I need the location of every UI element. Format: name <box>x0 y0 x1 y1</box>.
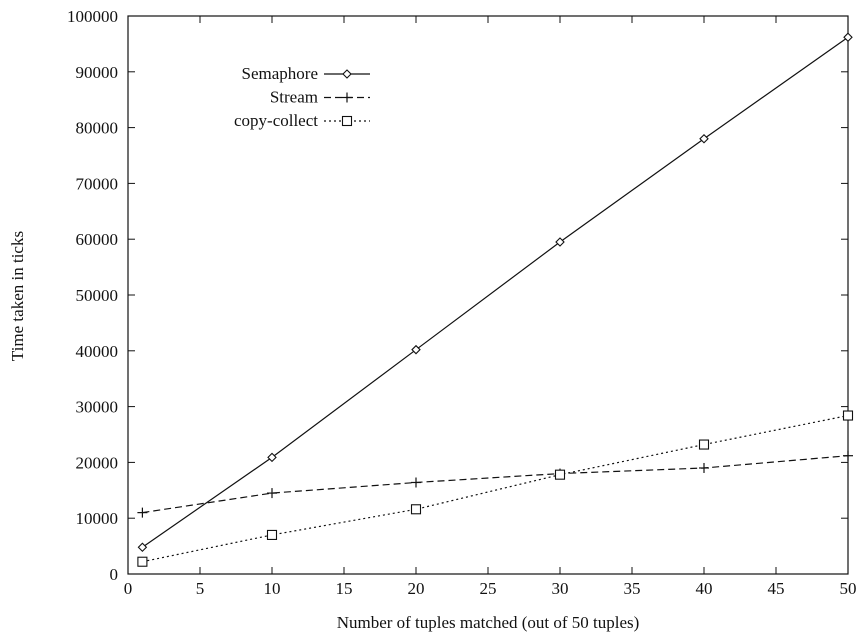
series-copy-collect <box>137 410 854 567</box>
plot-frame <box>127 15 849 575</box>
x-tick-label: 50 <box>840 579 857 598</box>
y-tick-label: 20000 <box>76 453 119 472</box>
legend-marker-semaphore <box>342 69 352 79</box>
data-point-semaphore <box>555 237 565 247</box>
data-point-semaphore <box>267 452 277 463</box>
data-point-semaphore <box>411 344 421 355</box>
data-point-copy-collect <box>137 556 148 567</box>
x-tick-label: 45 <box>768 579 785 598</box>
y-tick-label: 90000 <box>76 63 119 82</box>
x-axis-title: Number of tuples matched (out of 50 tupl… <box>337 613 640 632</box>
x-tick-label: 30 <box>552 579 569 598</box>
data-point-stream <box>411 477 421 488</box>
y-tick-label: 40000 <box>76 342 119 361</box>
legend-marker-copy-collect <box>341 115 353 127</box>
axis-ticks: 0 5 10 15 20 25 30 35 40 45 50 0 10000 20000 30000 4000… <box>67 7 857 598</box>
x-tick-label: 0 <box>124 579 133 598</box>
data-point-copy-collect <box>842 410 854 421</box>
x-tick-label: 25 <box>480 579 497 598</box>
x-tick-label: 35 <box>624 579 641 598</box>
legend: Semaphore Stream copy-collect <box>234 64 370 130</box>
series-line-semaphore <box>142 36 849 548</box>
legend-label-copy-collect: copy-collect <box>234 111 318 130</box>
y-tick-label: 0 <box>110 565 119 584</box>
data-point-stream <box>843 450 853 461</box>
y-tick-label: 80000 <box>76 119 119 138</box>
y-tick-label: 30000 <box>76 398 119 417</box>
plot-border <box>127 15 849 575</box>
x-tick-label: 20 <box>408 579 425 598</box>
y-tick-label: 100000 <box>67 7 118 26</box>
y-tick-label: 70000 <box>76 174 119 193</box>
legend-label-semaphore: Semaphore <box>242 64 318 83</box>
data-point-copy-collect <box>410 504 422 515</box>
series-lines <box>137 32 854 567</box>
series-line-stream <box>142 455 849 514</box>
x-tick-label: 5 <box>196 579 205 598</box>
y-tick-label: 50000 <box>76 286 119 305</box>
x-tick-label: 15 <box>336 579 353 598</box>
data-point-stream <box>267 488 277 499</box>
x-tick-label: 10 <box>264 579 281 598</box>
data-point-copy-collect <box>554 469 566 480</box>
data-point-semaphore <box>137 542 148 552</box>
y-tick-label: 10000 <box>76 509 119 528</box>
y-tick-label: 60000 <box>76 230 119 249</box>
data-point-copy-collect <box>266 529 278 540</box>
y-axis-title: Time taken in ticks <box>8 231 27 361</box>
series-line-copy-collect <box>142 414 849 563</box>
x-tick-label: 40 <box>696 579 713 598</box>
data-point-copy-collect <box>698 439 710 450</box>
data-point-semaphore <box>843 32 853 42</box>
legend-marker-stream <box>342 92 352 103</box>
data-point-stream <box>699 462 709 473</box>
data-point-stream <box>137 507 148 518</box>
series-stream <box>137 450 853 518</box>
series-semaphore <box>137 32 853 552</box>
data-point-semaphore <box>699 133 709 144</box>
legend-label-stream: Stream <box>270 88 318 107</box>
